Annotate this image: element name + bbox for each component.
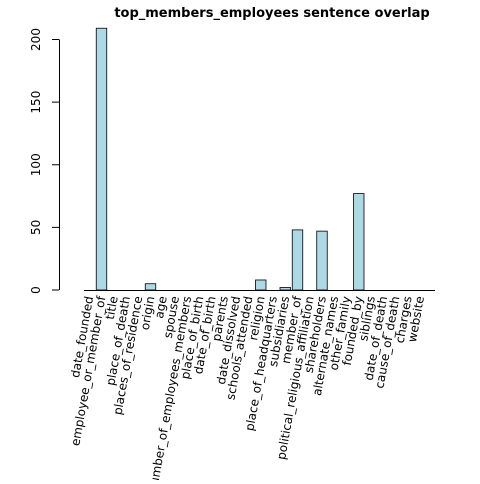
bar-member-of [292, 230, 303, 290]
chart-title: top_members_employees sentence overlap [114, 6, 429, 21]
bar-religion [256, 280, 267, 290]
y-axis: 0 50 100 150 200 [29, 28, 60, 294]
y-tick-label: 150 [29, 91, 43, 114]
y-tick-label: 50 [29, 220, 43, 235]
bars-group [96, 28, 364, 290]
x-axis: date_foundedemployee_or_member_oftitlepl… [68, 291, 435, 481]
bar-subsidiaries [280, 288, 291, 291]
y-tick-label: 200 [29, 28, 43, 51]
bar-shareholders [317, 231, 328, 290]
bar-origin [145, 284, 156, 290]
bar-employee-or-member-of [96, 28, 107, 290]
y-tick-label: 100 [29, 153, 43, 176]
y-tick-label: 0 [29, 286, 43, 294]
bar-founded-by [354, 194, 365, 290]
